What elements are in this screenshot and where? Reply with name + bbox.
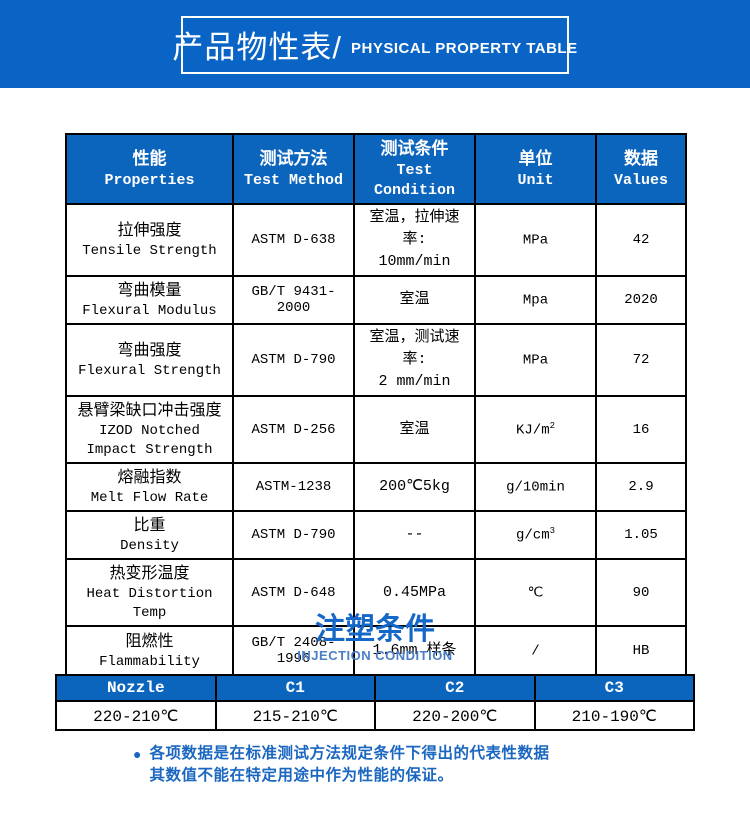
property-cell: 悬臂梁缺口冲击强度 IZOD Notched Impact Strength [65, 395, 234, 464]
injection-col-nozzle: Nozzle [55, 674, 217, 702]
table-row: 悬臂梁缺口冲击强度 IZOD Notched Impact Strength A… [65, 395, 687, 464]
unit-cell: Mpa [474, 275, 597, 325]
unit-cell: MPa [474, 323, 597, 397]
value-cell: 16 [595, 395, 687, 464]
injection-value-c3: 210-190℃ [533, 700, 695, 731]
table-row: 弯曲强度 Flexural Strength ASTM D-790 室温，测试速… [65, 323, 687, 397]
value-cell: 2.9 [595, 462, 687, 512]
test-method-cell: ASTM-1238 [232, 462, 355, 512]
property-cell: 熔融指数 Melt Flow Rate [65, 462, 234, 512]
test-condition-cell: 室温，测试速率: 2 mm/min [353, 323, 476, 397]
header-row: 性能 Properties 测试方法 Test Method 测试条件 Test… [65, 133, 687, 205]
property-table-head: 性能 Properties 测试方法 Test Method 测试条件 Test… [65, 133, 687, 205]
test-condition-cell: 室温 [353, 395, 476, 464]
column-header: 测试条件 Test Condition [353, 133, 476, 205]
value-cell: 42 [595, 203, 687, 277]
physical-property-table: 性能 Properties 测试方法 Test Method 测试条件 Test… [65, 133, 687, 676]
value-cell: HB [595, 625, 687, 676]
physical-property-table-wrap: 性能 Properties 测试方法 Test Method 测试条件 Test… [65, 133, 687, 676]
injection-col-c1: C1 [214, 674, 376, 702]
injection-title-en: INJECTION CONDITION [297, 648, 453, 663]
property-table-body: 拉伸强度 Tensile Strength ASTM D-638 室温，拉伸速率… [65, 203, 687, 676]
unit-cell: / [474, 625, 597, 676]
table-row: 拉伸强度 Tensile Strength ASTM D-638 室温，拉伸速率… [65, 203, 687, 277]
injection-value-row: 220-210℃ 215-210℃ 220-200℃ 210-190℃ [55, 700, 695, 731]
property-cell: 阻燃性 Flammability [65, 625, 234, 676]
unit-cell: ℃ [474, 558, 597, 627]
banner: 产品物性表/ PHYSICAL PROPERTY TABLE [0, 0, 750, 88]
table-row: 阻燃性 Flammability GB/T 2408-1996 1.6mm 样条… [65, 625, 687, 676]
table-row: 熔融指数 Melt Flow Rate ASTM-1238 200℃5kg g/… [65, 462, 687, 512]
test-method-cell: ASTM D-790 [232, 323, 355, 397]
injection-value-c2: 220-200℃ [374, 700, 536, 731]
injection-col-c2: C2 [374, 674, 536, 702]
column-header: 性能 Properties [65, 133, 234, 205]
value-cell: 2020 [595, 275, 687, 325]
injection-value-c1: 215-210℃ [214, 700, 376, 731]
injection-condition-heading: 注塑条件 INJECTION CONDITION [0, 612, 750, 664]
test-method-cell: ASTM D-256 [232, 395, 355, 464]
value-cell: 90 [595, 558, 687, 627]
footer-note-text: 各项数据是在标准测试方法规定条件下得出的代表性数据 其数值不能在特定用途中作为性… [149, 745, 550, 784]
unit-superscript: 2 [549, 420, 555, 431]
test-condition-cell: 200℃5kg [353, 462, 476, 512]
value-cell: 1.05 [595, 510, 687, 560]
unit-superscript: 3 [549, 526, 555, 537]
property-cell: 弯曲强度 Flexural Strength [65, 323, 234, 397]
footer-note: ● 各项数据是在标准测试方法规定条件下得出的代表性数据 其数值不能在特定用途中作… [133, 743, 549, 787]
banner-title-box: 产品物性表/ PHYSICAL PROPERTY TABLE [172, 15, 577, 74]
injection-table-wrap: Nozzle C1 C2 C3 220-210℃ 215-210℃ 220-20… [55, 674, 695, 731]
injection-value-nozzle: 220-210℃ [55, 700, 217, 731]
test-method-cell: GB/T 9431-2000 [232, 275, 355, 325]
test-method-cell: ASTM D-638 [232, 203, 355, 277]
table-row: 热变形温度 Heat Distortion Temp ASTM D-648 0.… [65, 558, 687, 627]
unit-cell: g/10min [474, 462, 597, 512]
test-condition-cell: -- [353, 510, 476, 560]
test-method-cell: ASTM D-790 [232, 510, 355, 560]
bullet-icon: ● [133, 746, 142, 762]
table-row: 弯曲模量 Flexural Modulus GB/T 9431-2000 室温 … [65, 275, 687, 325]
injection-title-zh: 注塑条件 [315, 613, 435, 646]
injection-condition-table: Nozzle C1 C2 C3 220-210℃ 215-210℃ 220-20… [55, 674, 695, 731]
banner-title-en: PHYSICAL PROPERTY TABLE [351, 40, 578, 57]
property-cell: 热变形温度 Heat Distortion Temp [65, 558, 234, 627]
test-condition-cell: 0.45MPa [353, 558, 476, 627]
test-condition-cell: 1.6mm 样条 [353, 625, 476, 676]
banner-title-zh: 产品物性表/ [172, 30, 343, 65]
unit-cell: MPa [474, 203, 597, 277]
test-condition-cell: 室温 [353, 275, 476, 325]
injection-col-c3: C3 [533, 674, 695, 702]
column-header: 测试方法 Test Method [232, 133, 355, 205]
value-cell: 72 [595, 323, 687, 397]
test-method-cell: ASTM D-648 [232, 558, 355, 627]
unit-cell: KJ/m2 [474, 395, 597, 464]
property-cell: 比重 Density [65, 510, 234, 560]
unit-cell: g/cm3 [474, 510, 597, 560]
test-method-cell: GB/T 2408-1996 [232, 625, 355, 676]
injection-header-row: Nozzle C1 C2 C3 [55, 674, 695, 702]
table-row: 比重 Density ASTM D-790 -- g/cm3 1.05 [65, 510, 687, 560]
column-header: 单位 Unit [474, 133, 597, 205]
property-cell: 拉伸强度 Tensile Strength [65, 203, 234, 277]
test-condition-cell: 室温，拉伸速率: 10mm/min [353, 203, 476, 277]
column-header: 数据 Values [595, 133, 687, 205]
property-cell: 弯曲模量 Flexural Modulus [65, 275, 234, 325]
